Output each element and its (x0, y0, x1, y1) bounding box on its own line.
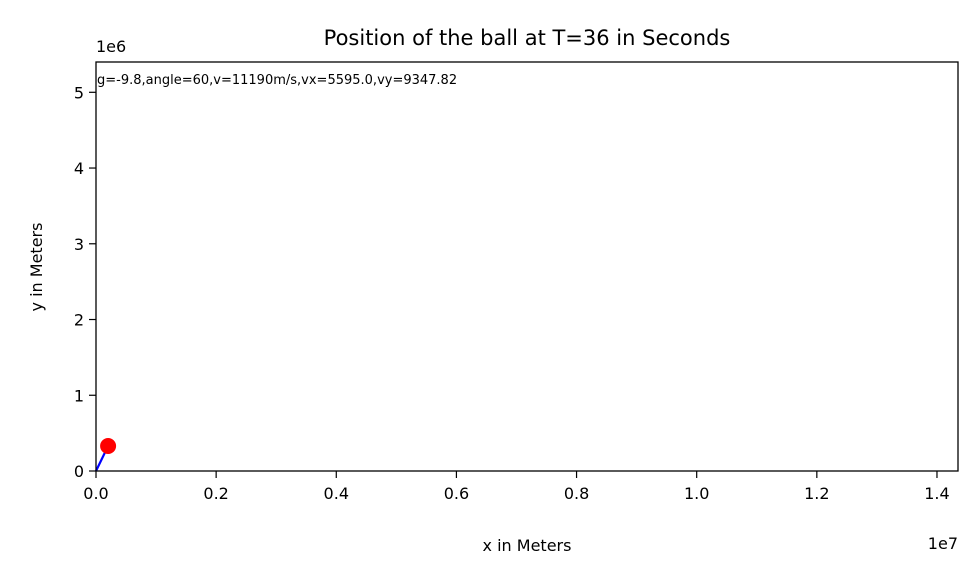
y-tick-label: 3 (74, 235, 84, 254)
y-offset-label: 1e6 (96, 37, 126, 56)
x-offset-label: 1e7 (928, 534, 958, 553)
x-tick-label: 1.0 (684, 484, 709, 503)
x-tick-label: 0.4 (324, 484, 349, 503)
y-tick-label: 2 (74, 311, 84, 330)
y-tick-label: 0 (74, 462, 84, 481)
ball-marker (100, 437, 117, 454)
x-tick-label: 0.2 (203, 484, 228, 503)
y-tick-label: 1 (74, 386, 84, 405)
x-axis-label: x in Meters (483, 536, 572, 555)
series-layer (95, 437, 117, 472)
y-tick-label: 5 (74, 83, 84, 102)
y-axis-ticks: 0 1 2 3 4 5 (74, 83, 96, 481)
y-axis-label: y in Meters (27, 223, 46, 312)
chart-title: Position of the ball at T=36 in Seconds (324, 26, 731, 50)
x-tick-label: 0.0 (83, 484, 108, 503)
x-axis-ticks: 0.0 0.2 0.4 0.6 0.8 1.0 1.2 1.4 (83, 471, 950, 503)
annotation-text: g=-9.8,angle=60,v=11190m/s,vx=5595.0,vy=… (97, 73, 457, 88)
x-tick-label: 1.2 (804, 484, 829, 503)
plot-frame (95, 61, 959, 472)
plot-area (96, 62, 958, 471)
x-tick-label: 1.4 (924, 484, 949, 503)
y-tick-label: 4 (74, 159, 84, 178)
x-tick-label: 0.6 (444, 484, 469, 503)
x-tick-label: 0.8 (564, 484, 589, 503)
